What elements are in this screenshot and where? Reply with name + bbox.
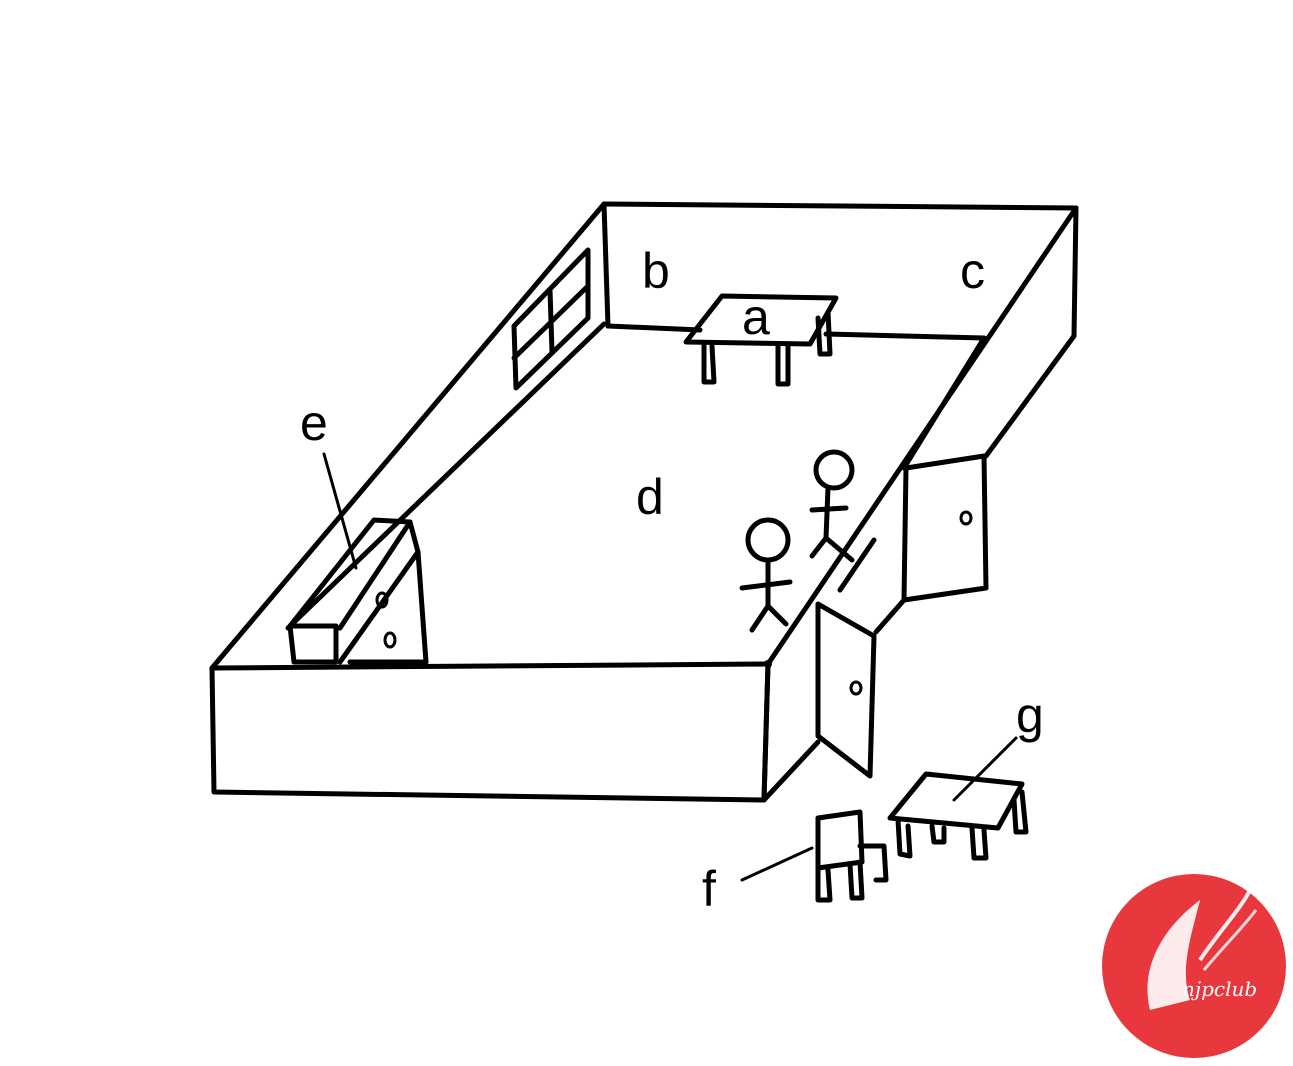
right-wall-back-vertical (983, 205, 1079, 459)
back-wall-top-edge (601, 201, 1079, 211)
door-upper (901, 453, 989, 603)
logo-swan-icon (1147, 900, 1200, 1010)
back-wall-floor-edge (605, 323, 987, 341)
window (511, 247, 591, 391)
room-walls (209, 201, 1079, 803)
njpclub-logo: njpclub (1102, 874, 1286, 1058)
leader-line-g (952, 736, 1018, 802)
leader-line-f (740, 846, 814, 882)
label-b: b (642, 243, 670, 299)
label-c: c (960, 243, 985, 299)
cabinet-knob-lower (383, 631, 397, 649)
label-e: e (300, 395, 328, 451)
label-f: f (702, 861, 716, 917)
left-wall-floor-edge (285, 321, 607, 631)
right-wall-front-edge (761, 661, 821, 803)
left-wall-top-edge (209, 201, 607, 671)
corner-dot (764, 660, 772, 668)
door-lower-open (815, 601, 877, 779)
cabinet-e (287, 517, 429, 665)
table-g (887, 736, 1029, 861)
cabinet-knob-upper (375, 591, 389, 609)
leader-line-e (322, 452, 358, 570)
chair-f (740, 809, 889, 903)
right-wall-middle-edge (873, 597, 907, 635)
label-g: g (1016, 687, 1044, 743)
front-wall (209, 661, 771, 803)
label-a: a (742, 289, 770, 345)
person-front (739, 517, 793, 633)
logo-text: njpclub (1182, 977, 1257, 1001)
label-d: d (636, 469, 664, 525)
right-wall-floor-edge (837, 335, 987, 593)
logo-circle (1102, 874, 1286, 1058)
table-a (683, 293, 839, 387)
back-left-corner (601, 201, 611, 329)
person-back (809, 449, 855, 563)
